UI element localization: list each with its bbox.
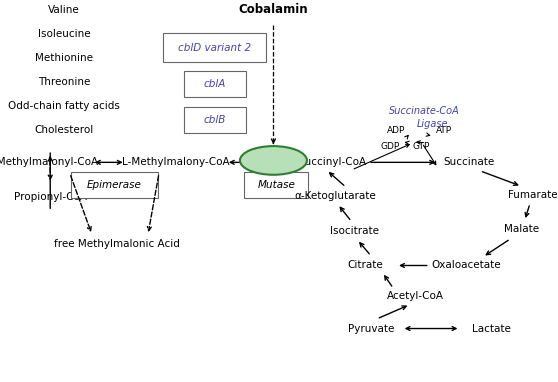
Text: Pyruvate: Pyruvate [348, 324, 395, 333]
Text: Mutase: Mutase [257, 180, 295, 190]
Text: Isocitrate: Isocitrate [330, 226, 379, 236]
Text: Valine: Valine [49, 5, 80, 15]
Text: Oxaloacetate: Oxaloacetate [431, 261, 501, 270]
Text: ADP: ADP [387, 126, 405, 135]
Text: Methionine: Methionine [35, 53, 93, 63]
Text: Threonine: Threonine [38, 77, 90, 87]
Text: Lactate: Lactate [472, 324, 511, 333]
Text: cblB: cblB [204, 115, 226, 125]
Text: Propionyl-CoA: Propionyl-CoA [14, 192, 86, 202]
Text: Epimerase: Epimerase [87, 180, 142, 190]
Text: Succinate: Succinate [443, 157, 494, 167]
FancyBboxPatch shape [71, 172, 157, 198]
Text: α-Ketoglutarate: α-Ketoglutarate [294, 191, 376, 201]
Text: AdoCbl: AdoCbl [253, 155, 294, 165]
Text: Acetyl-CoA: Acetyl-CoA [387, 291, 444, 301]
Text: Malate: Malate [504, 224, 539, 234]
Text: cblA: cblA [204, 79, 226, 89]
Text: Isoleucine: Isoleucine [38, 29, 90, 39]
Text: free Methylmalonic Acid: free Methylmalonic Acid [54, 240, 180, 249]
Text: cblD variant 2: cblD variant 2 [178, 43, 252, 53]
Ellipse shape [240, 146, 307, 175]
Text: Cholesterol: Cholesterol [35, 125, 94, 135]
Text: Odd-chain fatty acids: Odd-chain fatty acids [8, 101, 120, 111]
Text: Succinyl-CoA: Succinyl-CoA [298, 157, 366, 167]
Text: ATP: ATP [436, 126, 451, 135]
FancyBboxPatch shape [184, 107, 246, 133]
Text: D-Methylmalonyl-CoA: D-Methylmalonyl-CoA [0, 157, 98, 167]
Text: L-Methylmalony-CoA: L-Methylmalony-CoA [122, 157, 229, 167]
Text: Cobalamin: Cobalamin [239, 3, 308, 16]
Text: GDP: GDP [381, 142, 400, 151]
Text: Ligase: Ligase [417, 119, 448, 129]
Text: Citrate: Citrate [348, 261, 383, 270]
FancyBboxPatch shape [163, 34, 267, 62]
Text: Succinate-CoA: Succinate-CoA [389, 106, 459, 116]
FancyBboxPatch shape [184, 71, 246, 97]
FancyBboxPatch shape [244, 172, 308, 198]
Text: GTP: GTP [412, 142, 430, 151]
Text: Fumarate: Fumarate [508, 190, 557, 200]
